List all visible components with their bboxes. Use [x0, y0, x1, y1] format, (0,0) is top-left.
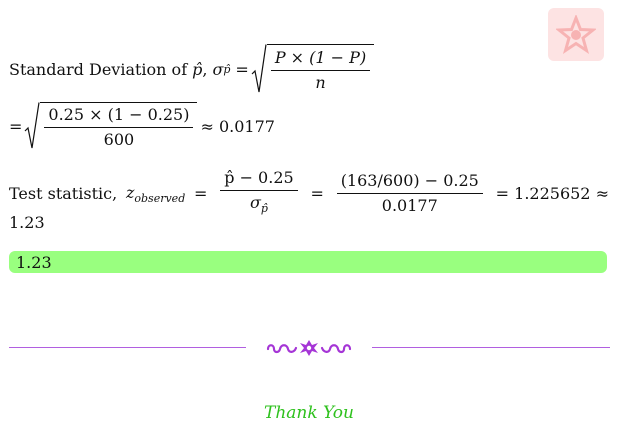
sigma-subscript: p̂: [260, 202, 268, 216]
test-numerator-numeric: (163/600) − 0.25: [336, 171, 483, 195]
sd-denominator: n: [315, 73, 326, 92]
test-statistic-line: Test statistic, zobserved = p̂ − 0.25 σp…: [9, 168, 609, 219]
z-subscript: observed: [134, 191, 186, 205]
divider-right: [372, 347, 610, 348]
equals-sign: =: [310, 184, 324, 204]
sqrt-expression: P × (1 − P) n: [251, 44, 375, 94]
sd-numerator: P × (1 − P): [270, 48, 371, 71]
phat-symbol: p̂: [192, 59, 203, 79]
comma: ,: [202, 59, 208, 79]
wrapped-result-value: 1.23: [9, 213, 45, 232]
test-statistic-label: Test statistic,: [9, 184, 118, 204]
calc-denominator: 600: [103, 130, 135, 149]
thank-you-text: Thank You: [263, 403, 354, 423]
sd-formula-line: Standard Deviation of p̂ , σ p̂ = P × (1…: [9, 44, 375, 94]
sd-calculation-line: = 0.25 × (1 − 0.25) 600 ≈ 0.0177: [9, 102, 275, 150]
z-symbol: z: [125, 182, 135, 202]
wrapped-result: 1.23: [9, 213, 45, 232]
answer-box: 1.23: [9, 251, 607, 273]
test-numerator-symbolic: p̂ − 0.25: [220, 168, 298, 191]
sigma-symbol: σ: [249, 193, 261, 212]
test-denominator-numeric: 0.0177: [381, 196, 438, 216]
equals-sign: =: [194, 184, 208, 204]
sd-label: Standard Deviation of: [9, 59, 188, 79]
calc-fraction: 0.25 × (1 − 0.25) 600: [44, 105, 194, 150]
test-result: = 1.225652 ≈: [495, 184, 609, 204]
sd-fraction: P × (1 − P) n: [270, 48, 371, 93]
sigma-subscript: p̂: [223, 62, 231, 76]
test-fraction-numeric: (163/600) − 0.25 0.0177: [336, 171, 483, 216]
equals-sign: =: [235, 59, 249, 79]
divider-left: [9, 347, 246, 348]
answer-value: 1.23: [16, 252, 52, 272]
radical-sign-icon: [251, 44, 267, 93]
sqrt-expression: 0.25 × (1 − 0.25) 600: [24, 102, 198, 150]
test-fraction-symbolic: p̂ − 0.25 σp̂: [220, 168, 298, 219]
equals-sign: =: [9, 116, 23, 136]
sigma-symbol: σ: [212, 59, 224, 79]
sd-approx-value: ≈ 0.0177: [200, 116, 275, 136]
floral-ornament-icon: [266, 338, 352, 362]
radical-sign-icon: [24, 102, 40, 149]
calc-numerator: 0.25 × (1 − 0.25): [44, 105, 194, 128]
star-logo-icon: [548, 8, 604, 61]
